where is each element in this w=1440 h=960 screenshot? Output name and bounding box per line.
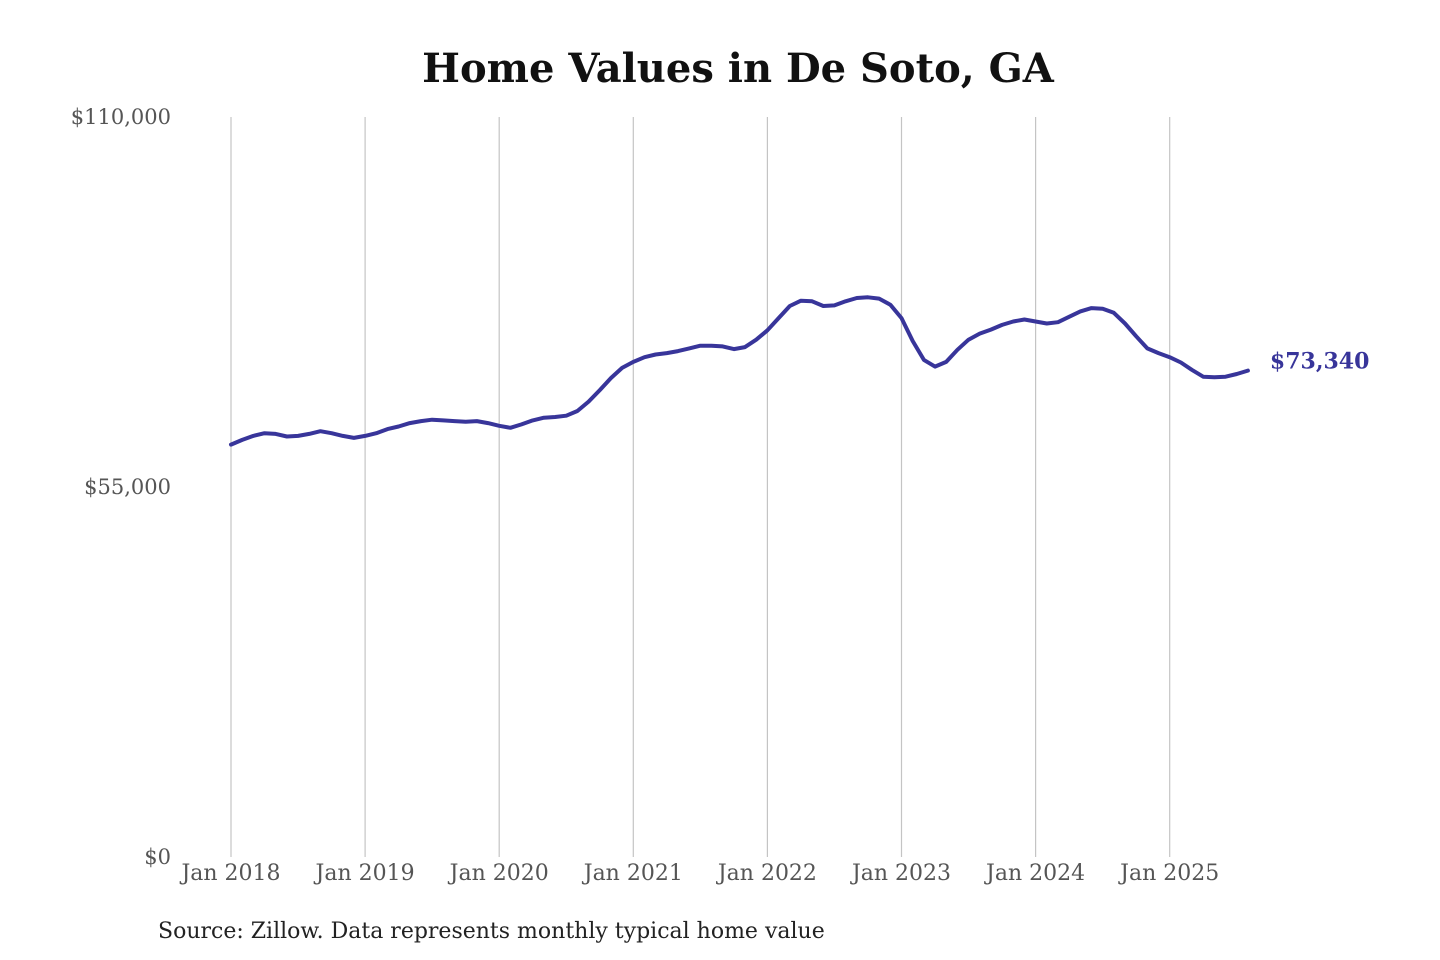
x-tick-label: Jan 2025	[1118, 861, 1219, 886]
x-tick-label: Jan 2018	[179, 861, 280, 886]
x-tick-label: Jan 2023	[850, 861, 951, 886]
x-tick-label: Jan 2019	[314, 861, 415, 886]
y-tick-label: $110,000	[71, 105, 171, 129]
vertical-gridlines	[230, 117, 1171, 857]
chart-title: Home Values in De Soto, GA	[422, 45, 1055, 92]
series-group	[229, 295, 1250, 447]
end-value-label: $73,340	[1270, 349, 1370, 375]
y-tick-label: $55,000	[84, 475, 171, 499]
x-tick-label: Jan 2021	[582, 861, 683, 886]
y-tick-label: $0	[144, 845, 171, 869]
source-note: Source: Zillow. Data represents monthly …	[158, 919, 825, 944]
y-axis-tick-labels: $0 $55,000 $110,000	[71, 105, 171, 869]
x-tick-label: Jan 2024	[984, 861, 1085, 886]
x-axis-tick-labels: Jan 2018 Jan 2019 Jan 2020 Jan 2021 Jan 2022…	[179, 861, 1219, 886]
x-tick-label: Jan 2022	[716, 861, 817, 886]
series-line	[229, 295, 1250, 447]
x-tick-label: Jan 2020	[448, 861, 549, 886]
